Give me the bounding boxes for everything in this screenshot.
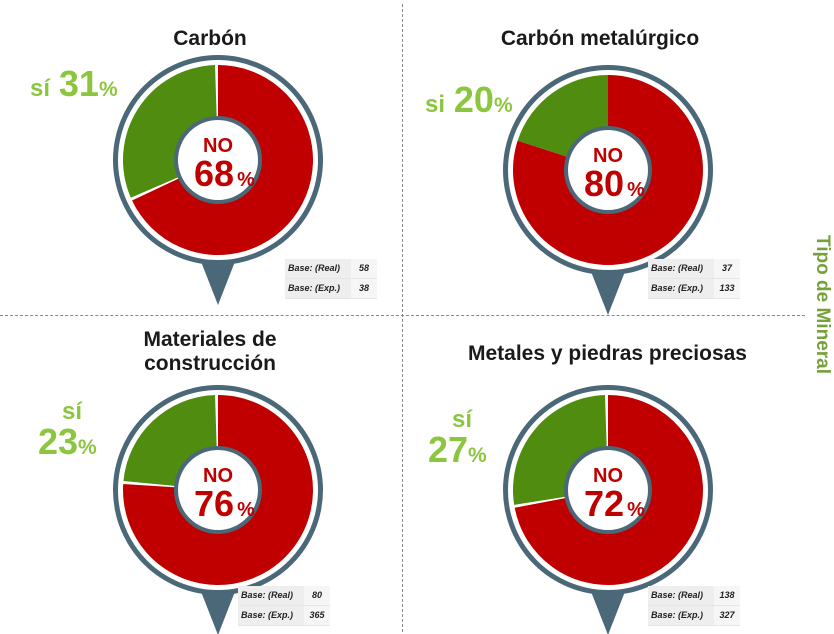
- si-value: 23: [38, 421, 79, 462]
- si-label: sí 27%: [428, 408, 487, 468]
- si-label: sí 31%: [30, 66, 118, 102]
- base-value: 38: [351, 279, 377, 298]
- base-label: Base: (Real): [285, 259, 351, 278]
- no-percent: %: [627, 499, 645, 521]
- no-value: 76: [194, 483, 234, 524]
- center-hole: [178, 450, 258, 530]
- base-value: 37: [714, 259, 740, 278]
- si-word: sí: [452, 406, 473, 433]
- si-value: 31: [58, 63, 99, 104]
- si-label: si 20%: [425, 82, 513, 118]
- base-row: Base: (Real) 37: [648, 259, 740, 279]
- base-row: Base: (Exp.) 38: [285, 279, 377, 299]
- panel-title: Carbón: [173, 27, 247, 50]
- center-hole: [568, 130, 648, 210]
- si-word: si: [425, 91, 446, 118]
- no-percent: %: [627, 179, 645, 201]
- base-label: Base: (Real): [648, 259, 714, 278]
- base-label: Base: (Exp.): [648, 279, 714, 298]
- base-label: Base: (Real): [238, 586, 304, 605]
- no-value: 72: [584, 483, 624, 524]
- no-value: 68: [194, 153, 234, 194]
- base-row: Base: (Real) 138: [648, 586, 740, 606]
- si-label: sí 23%: [38, 400, 97, 460]
- si-word: sí: [62, 398, 83, 425]
- side-label: Tipo de Mineral: [812, 235, 833, 375]
- base-value: 80: [304, 586, 330, 605]
- base-table: Base: (Real) 37 Base: (Exp.) 133: [648, 259, 740, 299]
- si-percent: %: [98, 78, 118, 101]
- vertical-divider: [402, 4, 403, 632]
- base-row: Base: (Exp.) 133: [648, 279, 740, 299]
- base-row: Base: (Exp.) 365: [238, 606, 330, 626]
- no-label: NO: [203, 465, 233, 487]
- base-row: Base: (Real) 80: [238, 586, 330, 606]
- si-word: sí: [30, 75, 51, 102]
- no-label: NO: [593, 145, 623, 167]
- base-row: Base: (Exp.) 327: [648, 606, 740, 626]
- base-row: Base: (Real) 58: [285, 259, 377, 279]
- base-table: Base: (Real) 80 Base: (Exp.) 365: [238, 586, 330, 626]
- base-label: Base: (Exp.): [238, 606, 304, 625]
- base-table: Base: (Real) 138 Base: (Exp.) 327: [648, 586, 740, 626]
- pin-pointer: [590, 269, 626, 315]
- no-label: NO: [203, 135, 233, 157]
- base-value: 327: [714, 606, 740, 625]
- base-value: 138: [714, 586, 740, 605]
- base-label: Base: (Exp.): [285, 279, 351, 298]
- no-value: 80: [584, 163, 624, 204]
- panel-title: Metales y piedras preciosas: [468, 342, 747, 365]
- base-label: Base: (Exp.): [648, 606, 714, 625]
- base-table: Base: (Real) 58 Base: (Exp.) 38: [285, 259, 377, 299]
- no-percent: %: [237, 169, 255, 191]
- si-value: 20: [453, 79, 494, 120]
- no-percent: %: [237, 499, 255, 521]
- center-hole: [568, 450, 648, 530]
- si-value: 27: [428, 429, 469, 470]
- pin-pointer: [590, 589, 626, 634]
- si-percent: %: [78, 436, 97, 459]
- center-hole: [178, 120, 258, 200]
- base-value: 365: [304, 606, 330, 625]
- si-percent: %: [468, 444, 487, 467]
- base-label: Base: (Real): [648, 586, 714, 605]
- panel-title: Carbón metalúrgico: [500, 27, 700, 50]
- horizontal-divider: [0, 315, 805, 316]
- base-value: 133: [714, 279, 740, 298]
- pin-pointer: [200, 589, 236, 634]
- pin-pointer: [200, 259, 236, 305]
- no-label: NO: [593, 465, 623, 487]
- panel-title: Materiales de construcción: [143, 328, 277, 375]
- si-percent: %: [493, 94, 513, 117]
- base-value: 58: [351, 259, 377, 278]
